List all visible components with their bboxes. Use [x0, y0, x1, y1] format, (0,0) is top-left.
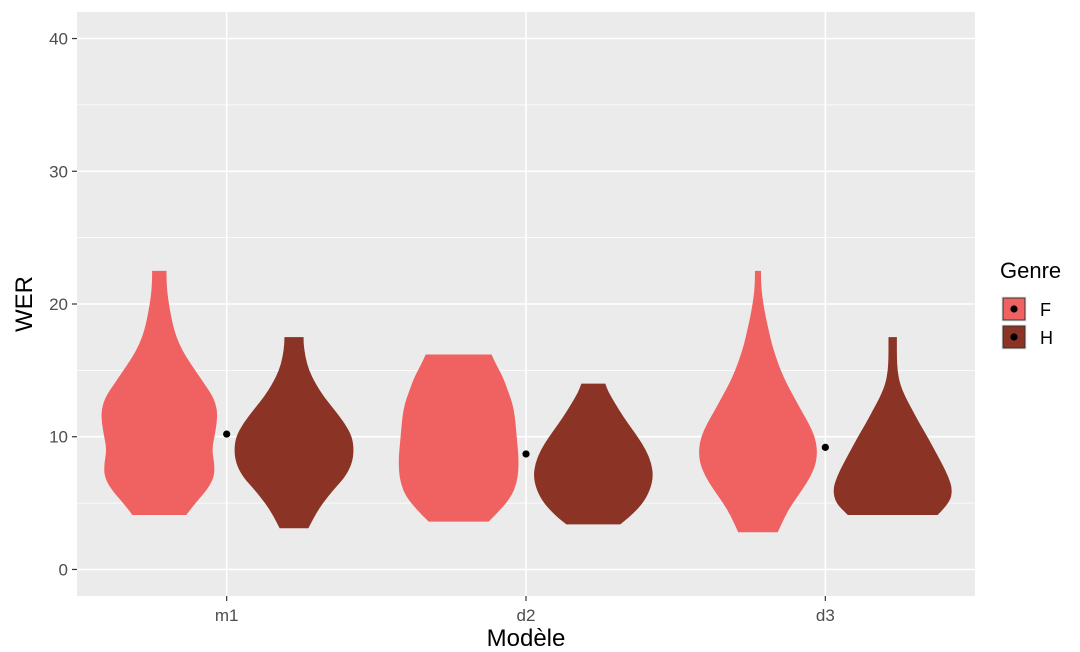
legend: Genre FH — [1000, 258, 1061, 350]
y-tick-label: 10 — [49, 428, 68, 447]
violin-H-d3 — [833, 337, 952, 516]
violin-F-m1 — [101, 270, 218, 516]
violins — [101, 270, 952, 533]
y-tick-label: 30 — [49, 162, 68, 181]
point-m1 — [223, 430, 231, 438]
point-d3 — [821, 443, 829, 451]
legend-key-dot-F — [1010, 305, 1018, 313]
x-tick-label-m1: m1 — [215, 606, 239, 625]
violin-H-m1 — [234, 337, 354, 529]
legend-label-F: F — [1040, 300, 1051, 320]
violin-F-d3 — [699, 270, 817, 533]
violin-H-d2 — [534, 383, 653, 525]
legend-label-H: H — [1040, 328, 1053, 348]
y-tick-label: 40 — [49, 30, 68, 49]
x-axis: m1 d2 d3 — [215, 596, 835, 625]
grid-lines — [77, 12, 975, 596]
x-axis-title: Modèle — [487, 625, 566, 652]
violin-F-d2 — [398, 354, 519, 522]
x-tick-label-d2: d2 — [517, 606, 536, 625]
y-tick-label: 20 — [49, 295, 68, 314]
x-tick-label-d3: d3 — [816, 606, 835, 625]
point-d2 — [522, 450, 530, 458]
y-tick-label: 0 — [59, 560, 68, 579]
y-axis-title: WER — [11, 276, 38, 332]
legend-key-dot-H — [1010, 333, 1018, 341]
y-axis: 0 10 20 30 40 — [49, 30, 77, 579]
mean-points — [223, 430, 829, 458]
legend-title: Genre — [1000, 258, 1061, 283]
